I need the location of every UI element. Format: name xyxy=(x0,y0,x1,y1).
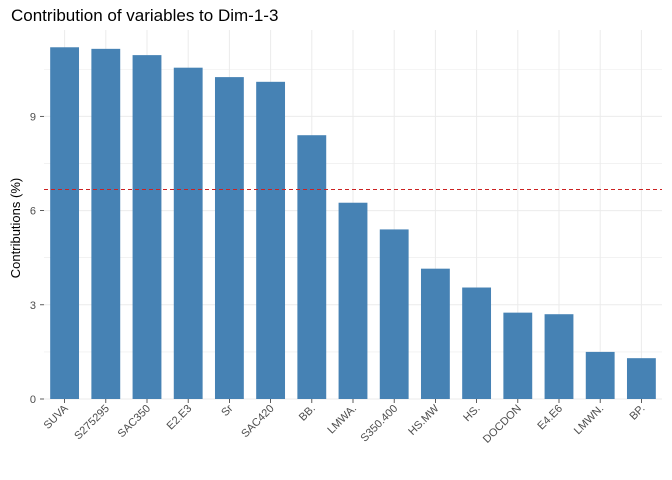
chart-title: Contribution of variables to Dim-1-3 xyxy=(11,6,278,25)
x-tick-label: HS.MW xyxy=(406,402,442,438)
x-tick-label: SAC350 xyxy=(116,403,153,440)
bar xyxy=(544,314,574,399)
x-tick-label: E2.E3 xyxy=(165,403,195,433)
x-tick-label: BP. xyxy=(628,403,648,423)
x-tick-label: BB. xyxy=(297,403,318,424)
x-tick-label: S350.400 xyxy=(359,403,401,445)
x-tick-label: SUVA xyxy=(42,402,72,432)
bar xyxy=(50,47,80,399)
y-axis-label: Contributions (%) xyxy=(8,178,23,278)
x-tick-label: DOCDON xyxy=(481,403,524,446)
bar xyxy=(338,202,368,399)
x-tick-label: Sr xyxy=(219,402,236,419)
bar xyxy=(503,312,533,399)
y-tick-label: 6 xyxy=(30,206,36,218)
x-tick-label: LMWN. xyxy=(572,403,606,437)
bar xyxy=(297,135,327,399)
bar xyxy=(256,81,286,400)
y-tick-label: 9 xyxy=(30,111,36,123)
y-tick-label: 0 xyxy=(30,394,36,406)
bar xyxy=(626,358,656,399)
x-tick-label: E4.E6 xyxy=(535,403,565,433)
x-tick-label: S275295 xyxy=(72,403,112,443)
bar xyxy=(132,55,162,399)
bar xyxy=(462,287,492,399)
bar xyxy=(585,351,615,399)
x-tick-label: SAC420 xyxy=(239,403,276,440)
bar xyxy=(214,77,244,399)
x-tick-label: HS. xyxy=(461,403,482,424)
bar xyxy=(173,67,203,399)
bar xyxy=(91,48,121,399)
x-tick-label: LMWA. xyxy=(325,403,359,437)
y-tick-layer: 0 3 6 9 xyxy=(30,111,44,406)
y-tick-label: 3 xyxy=(30,300,36,312)
bar-layer xyxy=(50,47,656,400)
bar xyxy=(420,268,450,399)
bar xyxy=(379,229,409,399)
x-tick-layer: SUVA S275295 SAC350 E2.E3 Sr SAC420 BB. LMWA. S3… xyxy=(42,399,648,446)
